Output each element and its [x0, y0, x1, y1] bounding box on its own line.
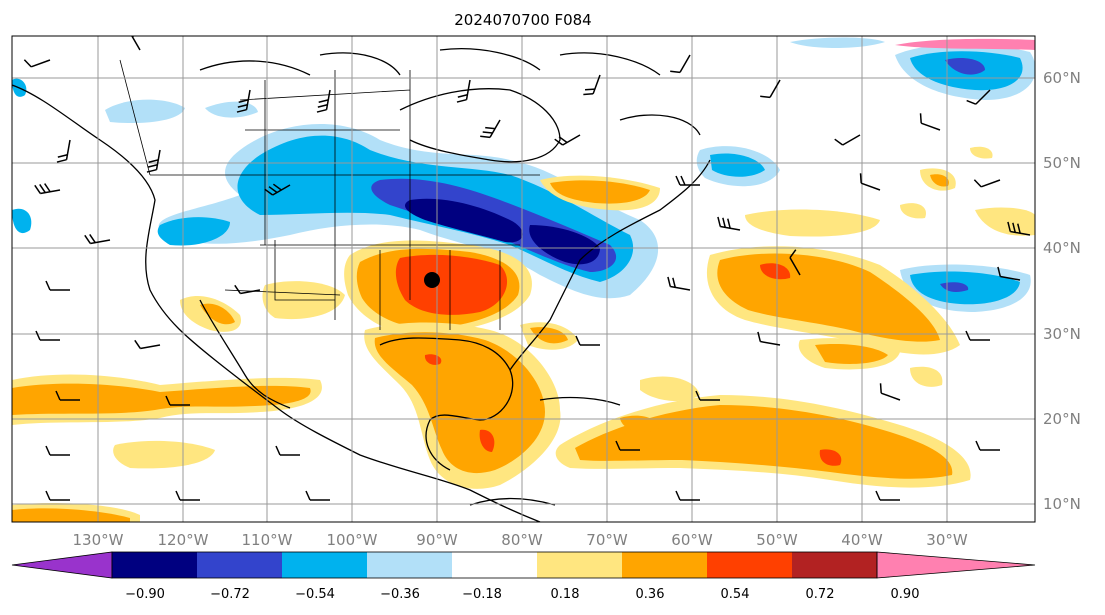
colorbar: −0.90 −0.72 −0.54 −0.36 −0.18 0.18 0.36 …: [11, 551, 1036, 602]
hudson-bay: [399, 88, 561, 163]
colorbar-over-arrow: [876, 551, 1036, 579]
lon-label: 80°W: [501, 531, 543, 549]
colorbar-label: 0.36: [636, 587, 665, 602]
shade-atl-mini2: [900, 203, 926, 219]
location-marker: [424, 272, 440, 288]
shade-ne-strong: [945, 58, 985, 75]
colorbar-label: 0.54: [721, 587, 750, 602]
shade-atl-trop-2: [640, 376, 700, 402]
lat-label: 10°N: [1043, 495, 1081, 513]
shade-atl-edge: [975, 207, 1035, 236]
shade-pac-2: [113, 440, 215, 469]
shade-ne-warm-med: [550, 180, 650, 204]
colorbar-bin: [792, 552, 877, 578]
lon-label: 70°W: [586, 531, 628, 549]
colorbar-label: 0.72: [806, 587, 835, 602]
shade-atl-trop-med: [575, 405, 953, 479]
colorbar-bin: [367, 552, 452, 578]
map-panel: [11, 35, 1036, 523]
map-frame: [11, 35, 1036, 523]
colorbar-bin: [282, 552, 367, 578]
shade-west-blob: [157, 217, 230, 246]
longitude-labels: 130°W 120°W 110°W 100°W 90°W 80°W 70°W 6…: [73, 531, 968, 549]
shade-atl-4-med: [815, 344, 888, 364]
colorbar-label: 0.90: [891, 587, 920, 602]
shade-labrador-med: [710, 153, 765, 177]
lon-label: 110°W: [242, 531, 293, 549]
shade-west-edge: [12, 208, 32, 234]
colorbar-bin: [452, 552, 537, 578]
shade-atl-top: [745, 209, 880, 237]
shade-atl-mini3: [970, 146, 993, 159]
lon-label: 100°W: [327, 531, 378, 549]
colorbar-bin: [622, 552, 707, 578]
colorbar-bin: [197, 552, 282, 578]
shade-top-pink: [895, 38, 1035, 50]
shade-negative-max-east: [529, 225, 600, 265]
colorbar-bin: [537, 552, 622, 578]
colorbar-frame: [111, 551, 878, 579]
caribbean-islands: [469, 396, 621, 506]
colorbar-label: −0.18: [462, 587, 502, 602]
gulf-coast: [379, 337, 514, 471]
shade-atl-mini-med: [930, 174, 949, 187]
shade-atl-trop-red: [819, 449, 842, 466]
shade-atl-red: [760, 263, 791, 280]
baja-coast: [199, 299, 291, 409]
shade-sw-2: [200, 303, 235, 325]
lon-label: 50°W: [756, 531, 798, 549]
map-title: 2024070700 F084: [454, 11, 591, 29]
colorbar-bin: [112, 552, 197, 578]
colorbar-bin: [707, 552, 792, 578]
shade-gulf-medium: [374, 332, 545, 474]
lon-label: 130°W: [73, 531, 124, 549]
lat-label: 20°N: [1043, 410, 1081, 428]
lon-label: 60°W: [671, 531, 713, 549]
shade-negative-max: [405, 198, 523, 243]
shade-pac-bottom-med: [12, 508, 130, 522]
shade-positive-strong: [395, 254, 508, 315]
latitude-labels: 60°N 50°N 40°N 30°N 20°N 10°N: [1043, 69, 1081, 513]
shade-pac-medium: [12, 383, 311, 415]
colorbar-under-arrow: [11, 551, 113, 579]
anomaly-shading: [12, 37, 1035, 522]
colorbar-label: −0.54: [295, 587, 335, 602]
colorbar-label: −0.90: [125, 587, 165, 602]
lat-label: 30°N: [1043, 325, 1081, 343]
lon-label: 90°W: [416, 531, 458, 549]
lat-label: 50°N: [1043, 154, 1081, 172]
colorbar-label: −0.36: [380, 587, 420, 602]
lat-label: 40°N: [1043, 239, 1081, 257]
lon-label: 120°W: [158, 531, 209, 549]
atlantic-coast: [509, 159, 711, 371]
lon-label: 40°W: [841, 531, 883, 549]
pacific-coast: [12, 84, 541, 522]
lon-label: 30°W: [926, 531, 968, 549]
colorbar-label: 0.18: [551, 587, 580, 602]
shade-gulf-east-med: [530, 327, 568, 344]
coastlines: [12, 48, 711, 522]
arctic-islands: [199, 48, 701, 136]
shade-gulf-red-2: [479, 429, 495, 452]
shade-atl-5: [910, 366, 943, 387]
lat-label: 60°N: [1043, 69, 1081, 87]
colorbar-label: −0.72: [210, 587, 250, 602]
shade-nw-1: [105, 99, 185, 124]
shade-atl-trop-3: [620, 415, 659, 432]
shade-top-light: [790, 37, 885, 48]
